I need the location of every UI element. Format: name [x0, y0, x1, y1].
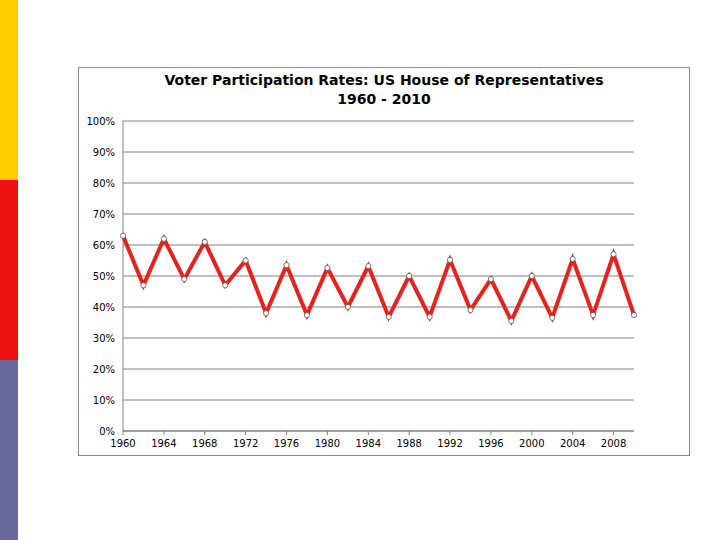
y-axis — [123, 121, 124, 431]
x-tick — [409, 431, 410, 435]
point — [468, 308, 473, 313]
x-tick-label: 1984 — [356, 438, 381, 449]
x-tick — [450, 431, 451, 435]
y-tick-label: 30% — [93, 333, 115, 344]
x-tick-label: 1968 — [192, 438, 217, 449]
point — [386, 314, 391, 319]
point — [550, 315, 555, 320]
x-tick — [531, 431, 532, 435]
grid-line — [123, 245, 634, 246]
point — [509, 318, 514, 323]
point — [141, 283, 146, 288]
x-tick — [286, 431, 287, 435]
point — [325, 265, 330, 270]
point — [345, 304, 350, 309]
point — [570, 256, 575, 261]
x-tick — [204, 431, 205, 435]
x-axis — [123, 431, 634, 432]
grid-line — [123, 121, 634, 122]
grid-line — [123, 183, 634, 184]
point — [488, 277, 493, 282]
y-tick-label: 40% — [93, 302, 115, 313]
grid-line — [123, 276, 634, 277]
y-tick-label: 50% — [93, 271, 115, 282]
point — [202, 239, 207, 244]
x-tick-label: 2008 — [601, 438, 626, 449]
grid-line — [123, 152, 634, 153]
side-bar-yellow — [0, 0, 18, 180]
point — [120, 233, 125, 238]
x-tick-label: 1964 — [151, 438, 176, 449]
point — [611, 252, 616, 257]
series-line — [123, 236, 634, 321]
x-tick — [490, 431, 491, 435]
point — [447, 257, 452, 262]
x-tick — [572, 431, 573, 435]
x-tick — [163, 431, 164, 435]
point — [427, 314, 432, 319]
grid-line — [123, 431, 634, 432]
point — [304, 312, 309, 317]
subtitle: 1960 - 2010 — [337, 91, 431, 107]
x-tick — [245, 431, 246, 435]
y-tick-label: 10% — [93, 395, 115, 406]
y-tick-label: 60% — [93, 240, 115, 251]
grid-line — [123, 400, 634, 401]
grid-line — [123, 214, 634, 215]
plot-area — [120, 233, 636, 323]
point — [161, 236, 166, 241]
x-tick-label: 1988 — [396, 438, 421, 449]
grid-line — [123, 369, 634, 370]
point — [263, 311, 268, 316]
y-tick-label: 90% — [93, 147, 115, 158]
point — [366, 263, 371, 268]
x-tick-label: 1980 — [315, 438, 340, 449]
side-bar-red — [0, 180, 18, 360]
point — [284, 263, 289, 268]
point — [631, 312, 636, 317]
x-tick-label: 2004 — [560, 438, 585, 449]
point — [223, 283, 228, 288]
x-tick-label: 1996 — [478, 438, 503, 449]
x-tick-label: 1976 — [274, 438, 299, 449]
x-tick-label: 2000 — [519, 438, 544, 449]
point — [591, 312, 596, 317]
point — [182, 277, 187, 282]
y-tick-label: 80% — [93, 178, 115, 189]
x-tick — [368, 431, 369, 435]
point — [407, 273, 412, 278]
chart-frame — [79, 68, 690, 456]
x-tick-label: 1992 — [437, 438, 462, 449]
grid-line — [123, 338, 634, 339]
x-tick — [613, 431, 614, 435]
x-tick-label: 1960 — [110, 438, 135, 449]
title: Voter Participation Rates: US House of R… — [164, 72, 603, 88]
point — [243, 258, 248, 263]
x-tick — [327, 431, 328, 435]
y-tick-label: 100% — [86, 116, 115, 127]
side-bar-blue — [0, 360, 18, 540]
y-tick-label: 70% — [93, 209, 115, 220]
chart-root: Voter Participation Rates: US House of R… — [0, 0, 720, 540]
x-tick-label: 1972 — [233, 438, 258, 449]
x-tick — [123, 431, 124, 435]
y-tick-label: 0% — [99, 426, 115, 437]
point — [529, 273, 534, 278]
y-tick-label: 20% — [93, 364, 115, 375]
